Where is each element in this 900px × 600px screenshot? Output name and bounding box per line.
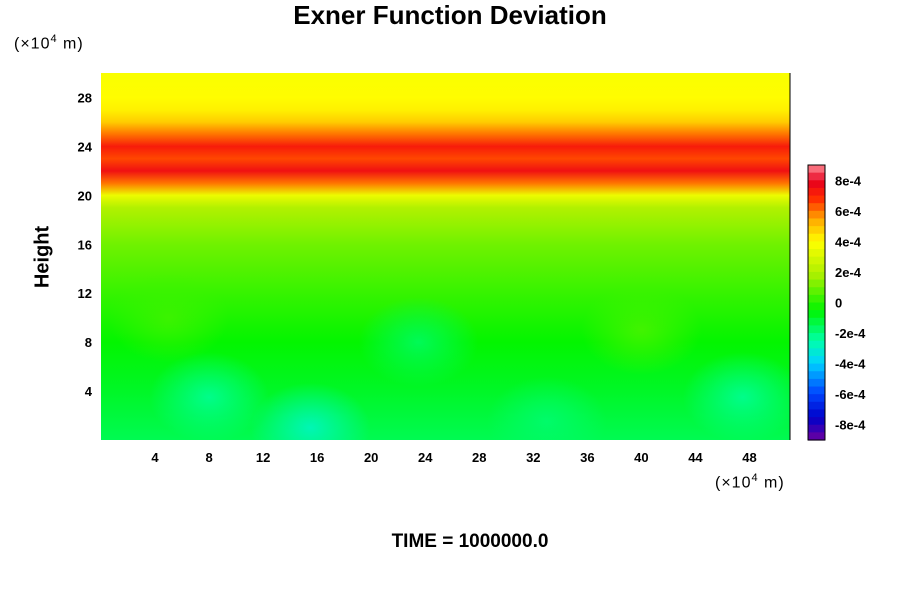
x-tick-label: 24	[418, 450, 433, 465]
colorbar-tick-label: 2e-4	[835, 265, 862, 280]
colorbar-segment	[808, 371, 825, 380]
colorbar-segment	[808, 348, 825, 357]
colorbar-segment	[808, 172, 825, 181]
colorbar-segment	[808, 279, 825, 288]
colorbar-segment	[808, 333, 825, 342]
x-tick-label: 40	[634, 450, 648, 465]
colorbar-tick-label: 0	[835, 296, 842, 311]
x-tick-label: 20	[364, 450, 378, 465]
y-axis-unit: (×104 m)	[14, 33, 84, 53]
colorbar-segment	[808, 401, 825, 411]
colorbar-segment	[808, 249, 825, 258]
x-tick-label: 44	[688, 450, 703, 465]
x-axis-unit: (×104 m)	[715, 472, 785, 492]
colorbar-tick-label: -6e-4	[835, 387, 866, 402]
colorbar-segment	[808, 241, 825, 250]
chart-title: Exner Function Deviation	[293, 0, 607, 30]
colorbar-segment	[808, 424, 825, 433]
colorbar-segment	[808, 340, 825, 349]
colorbar-segment	[808, 233, 825, 242]
colorbar-segment	[808, 363, 825, 372]
anomaly-blob	[682, 352, 790, 440]
x-tick-label: 32	[526, 450, 540, 465]
colorbar-segment	[808, 210, 825, 220]
anomaly-blob	[486, 376, 607, 440]
x-tick-label: 4	[151, 450, 159, 465]
colorbar-tick-label: 4e-4	[835, 234, 862, 249]
anomaly-blob	[581, 284, 702, 375]
colorbar-segment	[808, 195, 825, 204]
colorbar-segment	[808, 218, 825, 227]
colorbar-segment	[808, 256, 825, 265]
colorbar-segment	[808, 165, 825, 174]
colorbar-segment	[808, 180, 825, 189]
colorbar-segment	[808, 226, 825, 235]
y-tick-label: 20	[78, 188, 92, 203]
x-tick-label: 16	[310, 450, 324, 465]
y-tick-label: 8	[85, 335, 92, 350]
x-tick-label: 8	[205, 450, 212, 465]
colorbar-segment	[808, 432, 825, 441]
x-tick-label: 12	[256, 450, 270, 465]
y-tick-label: 24	[78, 139, 93, 154]
colorbar-tick-label: -2e-4	[835, 326, 866, 341]
anomaly-blob	[250, 382, 371, 440]
y-tick-label: 4	[85, 384, 93, 399]
colorbar-segment	[808, 325, 825, 334]
anomaly-blob	[149, 352, 270, 440]
x-tick-label: 36	[580, 450, 594, 465]
colorbar-segment	[808, 302, 825, 311]
colorbar-segment	[808, 378, 825, 388]
colorbar-segment	[808, 294, 825, 304]
colorbar-tick-label: 8e-4	[835, 173, 862, 188]
colorbar-segment	[808, 417, 825, 426]
colorbar-segment	[808, 187, 825, 197]
colorbar-segment	[808, 355, 825, 365]
colorbar-segment	[808, 317, 825, 327]
x-tick-label: 48	[742, 450, 756, 465]
y-tick-label: 16	[78, 237, 92, 252]
colorbar-segment	[808, 409, 825, 418]
anomaly-blob	[358, 297, 479, 388]
colorbar: 8e-4 6e-4 4e-4 2e-4 0 -2e-4 -4e-4 -6e-4 -8e-4	[807, 164, 866, 441]
colorbar-segment	[808, 310, 825, 319]
colorbar-segment	[808, 264, 825, 273]
colorbar-segment	[808, 203, 825, 212]
colorbar-segment	[808, 287, 825, 296]
colorbar-border	[807, 164, 826, 441]
x-tick-label: 28	[472, 450, 486, 465]
colorbar-segment	[808, 271, 825, 281]
time-label: TIME = 1000000.0	[391, 531, 549, 552]
colorbar-tick-label: -4e-4	[835, 357, 866, 372]
y-tick-label: 12	[78, 286, 92, 301]
colorbar-tick-label: -8e-4	[835, 418, 866, 433]
y-tick-label: 28	[78, 90, 92, 105]
colorbar-segment	[808, 386, 825, 395]
colorbar-segment	[808, 394, 825, 403]
colorbar-tick-label: 6e-4	[835, 204, 862, 219]
anomaly-blob	[108, 272, 229, 363]
